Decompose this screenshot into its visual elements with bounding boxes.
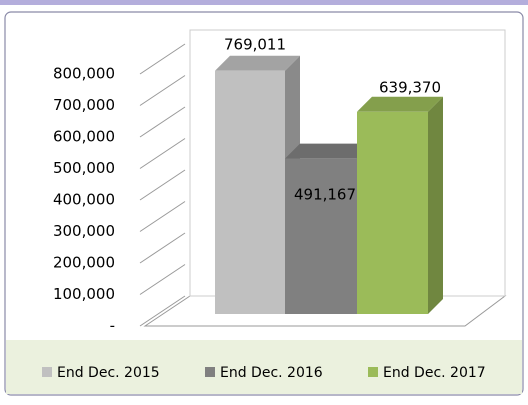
legend-label: End Dec. 2016 (220, 365, 323, 381)
legend-swatch (205, 367, 215, 377)
legend-label: End Dec. 2017 (383, 365, 486, 381)
data-label: 639,370 (379, 79, 441, 97)
data-label: 769,011 (224, 36, 286, 54)
grid-line (139, 201, 186, 232)
y-tick-label: 500,000 (53, 159, 115, 177)
grid-line (139, 43, 186, 75)
y-tick-label: 800,000 (53, 65, 115, 83)
bar-top (285, 143, 372, 159)
legend-label: End Dec. 2015 (57, 365, 160, 381)
bar-side (428, 96, 443, 314)
bar (285, 158, 357, 314)
bar (357, 111, 428, 314)
y-tick-label: 700,000 (53, 96, 115, 114)
y-tick-label: 300,000 (53, 222, 115, 240)
y-tick-label: 100,000 (53, 285, 115, 303)
y-tick-label: - (110, 317, 115, 335)
bar (215, 70, 285, 315)
y-tick-label: 200,000 (53, 254, 115, 272)
grid-line (139, 138, 186, 169)
legend-swatch (42, 367, 52, 377)
grid-line (139, 295, 186, 327)
bar-top (357, 96, 443, 112)
grid-line (139, 75, 186, 106)
grid-line (139, 169, 186, 201)
grid-line (139, 264, 186, 295)
y-tick-label: 600,000 (53, 128, 115, 146)
grid-line (139, 106, 186, 138)
y-tick-label: 400,000 (53, 191, 115, 209)
data-label: 491,167 (294, 186, 356, 204)
grid-line (139, 232, 186, 264)
top-band (0, 0, 528, 5)
legend-area (6, 340, 522, 394)
legend-swatch (368, 367, 378, 377)
bar-top (215, 55, 300, 71)
